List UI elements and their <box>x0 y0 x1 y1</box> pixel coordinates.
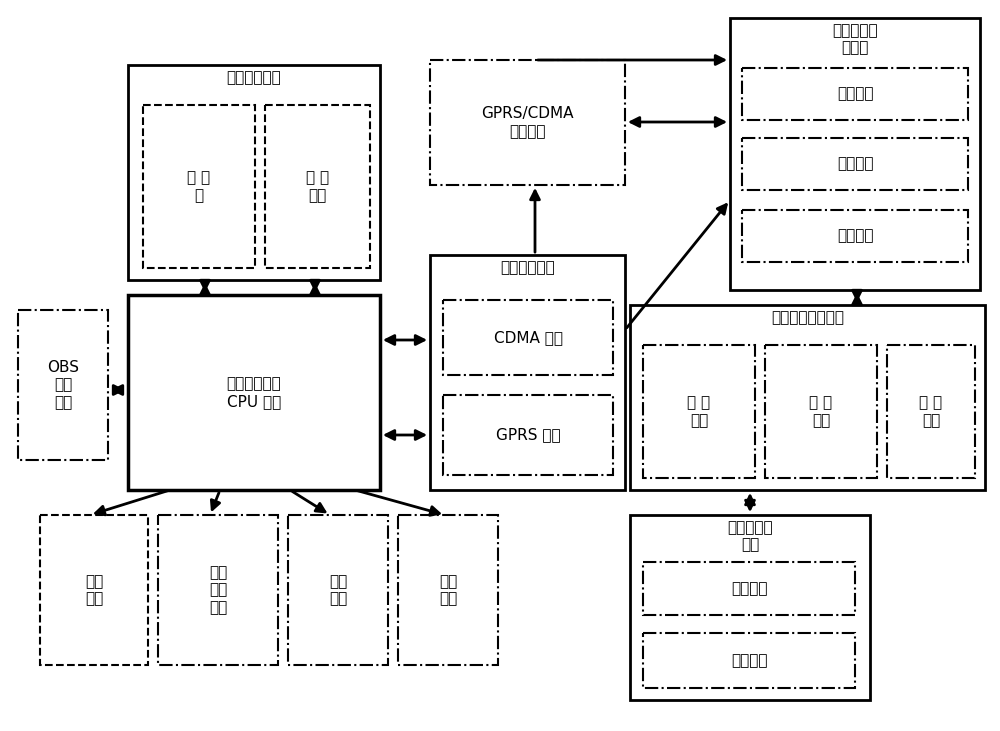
Bar <box>430 255 625 490</box>
Bar <box>443 395 613 475</box>
Bar <box>730 18 980 290</box>
Text: 指令发送: 指令发送 <box>837 229 873 243</box>
Bar <box>643 562 855 615</box>
Text: 远程数据分
析模块: 远程数据分 析模块 <box>832 23 878 56</box>
Bar <box>630 305 985 490</box>
Text: 备 用
电源: 备 用 电源 <box>306 170 329 202</box>
Text: 数 据
显示: 数 据 显示 <box>687 395 711 428</box>
Text: GPRS/CDMA
无线网络: GPRS/CDMA 无线网络 <box>481 106 574 139</box>
Bar <box>443 300 613 375</box>
Bar <box>40 515 148 665</box>
Text: 时钟校准: 时钟校准 <box>837 86 873 102</box>
Text: 时钟
模块: 时钟 模块 <box>439 574 457 606</box>
Bar <box>128 295 380 490</box>
Text: GPRS 模块: GPRS 模块 <box>496 428 560 442</box>
Text: OBS
水文
仪器: OBS 水文 仪器 <box>47 360 79 410</box>
Bar <box>128 65 380 280</box>
Bar <box>398 515 498 665</box>
Text: 存储
模块: 存储 模块 <box>329 574 347 606</box>
Bar <box>765 345 877 478</box>
Text: 主 电
源: 主 电 源 <box>187 170 211 202</box>
Bar <box>630 515 870 700</box>
Bar <box>18 310 108 460</box>
Text: CDMA 模块: CDMA 模块 <box>494 330 562 345</box>
Bar <box>265 105 370 268</box>
Bar <box>742 210 968 262</box>
Text: 无线通讯模块: 无线通讯模块 <box>500 260 555 275</box>
Bar <box>887 345 975 478</box>
Text: 协议
转换
模块: 协议 转换 模块 <box>209 565 227 615</box>
Bar <box>643 345 755 478</box>
Bar <box>143 105 255 268</box>
Text: 文 件
输出: 文 件 输出 <box>919 395 943 428</box>
Bar <box>643 633 855 688</box>
Bar <box>742 138 968 190</box>
Text: 绘 制
曲线: 绘 制 曲线 <box>809 395 833 428</box>
Bar <box>288 515 388 665</box>
Text: 电源管理模块: 电源管理模块 <box>227 70 281 85</box>
Text: 现场数据处理
CPU 模块: 现场数据处理 CPU 模块 <box>227 376 281 409</box>
Bar <box>742 68 968 120</box>
Text: 数据补传: 数据补传 <box>837 156 873 172</box>
Bar <box>430 60 625 185</box>
Bar <box>158 515 278 665</box>
Text: 远程数据库
模块: 远程数据库 模块 <box>727 520 773 553</box>
Text: 信息查询: 信息查询 <box>731 653 767 668</box>
Text: 网络数据处理模块: 网络数据处理模块 <box>771 310 844 325</box>
Text: 信息存储: 信息存储 <box>731 581 767 596</box>
Text: 串口
通讯: 串口 通讯 <box>85 574 103 606</box>
